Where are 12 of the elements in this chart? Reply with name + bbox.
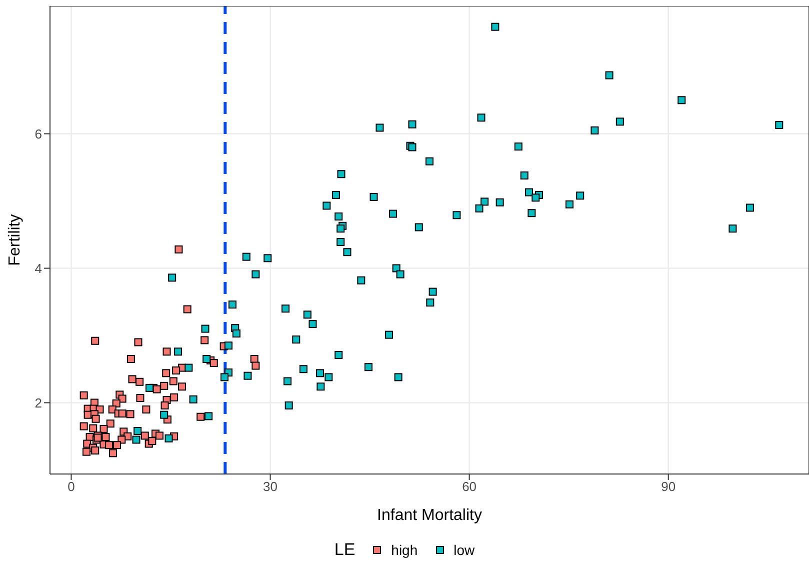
legend-label: low <box>454 542 475 558</box>
y-axis-title: Fertility <box>6 214 24 266</box>
x-tick-label: 0 <box>68 479 75 494</box>
legend-title: LE <box>334 540 356 560</box>
y-tick-label: 6 <box>34 126 42 142</box>
x-axis-title: Infant Mortality <box>377 507 482 524</box>
y-tick-label: 4 <box>34 260 42 276</box>
y-tick-label: 2 <box>34 395 42 410</box>
x-tick-label: 60 <box>462 479 477 494</box>
x-tick-label: 30 <box>263 479 278 494</box>
x-tick-label: 90 <box>661 479 676 494</box>
legend-label: high <box>391 542 418 558</box>
